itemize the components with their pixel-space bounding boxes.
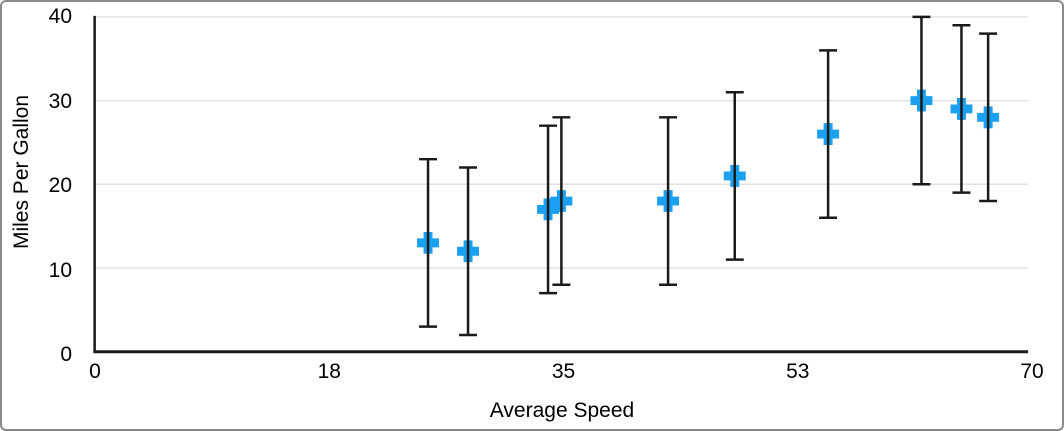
y-tick-label: 0 <box>60 343 72 366</box>
x-tick-label: 70 <box>1020 360 1044 383</box>
x-tick-label: 53 <box>786 360 810 383</box>
x-tick-label: 0 <box>89 360 101 383</box>
y-tick-label: 40 <box>48 5 72 28</box>
y-tick-label: 10 <box>48 258 72 282</box>
y-tick-label: 30 <box>48 89 72 113</box>
x-axis-title: Average Speed <box>489 399 635 422</box>
y-tick-label: 20 <box>48 174 72 197</box>
x-tick-label: 18 <box>317 360 341 383</box>
x-tick-label: 35 <box>551 360 576 383</box>
y-axis-title: Miles Per Gallon <box>10 94 33 250</box>
